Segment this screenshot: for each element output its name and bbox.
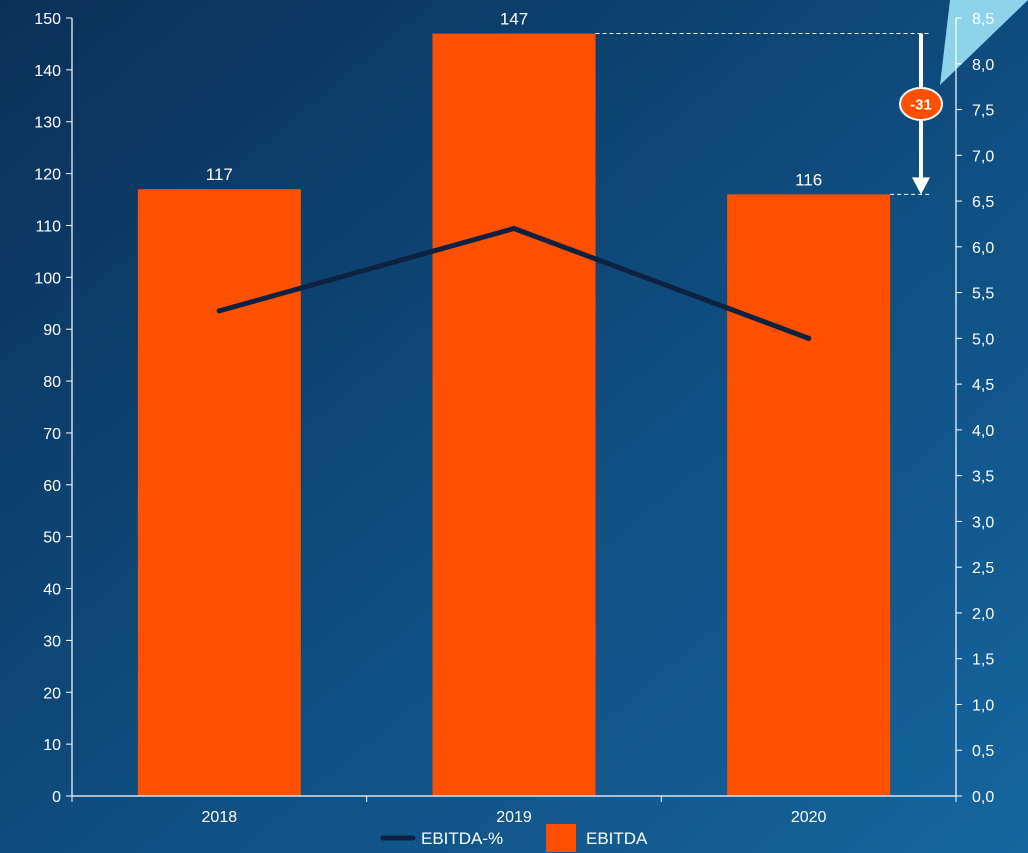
legend-bar-swatch <box>546 824 576 852</box>
right-tick-label: 0,5 <box>972 743 994 760</box>
right-tick-label: 8,5 <box>972 11 994 28</box>
line-point-2020 <box>806 335 812 341</box>
left-tick-label: 60 <box>43 478 61 495</box>
right-tick-label: 6,5 <box>972 194 994 211</box>
left-tick-label: 70 <box>43 426 61 443</box>
legend: EBITDA-% EBITDA <box>380 824 648 852</box>
x-tick-label: 2020 <box>791 809 827 826</box>
right-tick-label: 3,5 <box>972 469 994 486</box>
right-tick-label: 2,5 <box>972 560 994 577</box>
right-tick-label: 7,0 <box>972 148 994 165</box>
left-tick-label: 90 <box>43 322 61 339</box>
data-label-2020: 116 <box>795 170 822 189</box>
left-tick-label: 100 <box>34 270 61 287</box>
line-point-2019 <box>511 226 517 232</box>
left-tick-label: 110 <box>35 218 61 235</box>
right-tick-label: 5,0 <box>972 331 994 348</box>
left-tick-label: 130 <box>34 115 61 132</box>
left-tick-label: 40 <box>43 582 61 599</box>
right-tick-label: 1,0 <box>972 697 994 714</box>
data-label-2018: 117 <box>206 165 233 184</box>
left-tick-label: 0 <box>52 789 61 806</box>
bars-layer: 117 147 116 <box>137 10 891 797</box>
right-tick-label: 0,0 <box>972 789 994 806</box>
line-point-2018 <box>216 308 222 314</box>
line-layer <box>216 226 812 341</box>
right-tick-label: 2,0 <box>972 606 994 623</box>
left-tick-label: 120 <box>34 167 61 184</box>
right-tick-label: 7,5 <box>972 103 994 120</box>
left-tick-label: 30 <box>43 633 61 650</box>
right-tick-label: 5,5 <box>972 286 994 303</box>
right-tick-label: 8,0 <box>972 57 994 74</box>
left-tick-label: 50 <box>43 530 61 547</box>
x-tick-label: 2018 <box>202 809 238 826</box>
annotation-arrowhead <box>912 177 930 195</box>
legend-label-ebitda: EBITDA <box>586 829 648 848</box>
bar-2019 <box>432 33 596 797</box>
right-tick-label: 1,5 <box>972 652 994 669</box>
annotation-layer: -31 <box>595 33 943 195</box>
legend-label-ebitda-pct: EBITDA-% <box>421 829 503 848</box>
annotation-badge <box>899 86 943 121</box>
left-tick-label: 20 <box>43 685 61 702</box>
left-tick-label: 150 <box>34 11 61 28</box>
bar-2020 <box>727 194 891 796</box>
right-tick-label: 4,5 <box>972 377 994 394</box>
left-tick-label: 140 <box>34 63 61 80</box>
left-tick-label: 10 <box>43 737 61 754</box>
data-label-2019: 147 <box>500 10 528 29</box>
right-tick-label: 4,0 <box>972 423 994 440</box>
right-tick-label: 3,0 <box>972 514 994 531</box>
bar-2018 <box>137 189 301 796</box>
annotation-badge-label: -31 <box>910 96 932 113</box>
left-tick-label: 80 <box>43 374 61 391</box>
axes-layer: 0 10 20 30 40 50 60 70 80 90 100 110 120 130 140 150 0,0… <box>34 11 994 826</box>
x-tick-label: 2019 <box>496 809 532 826</box>
right-tick-label: 6,0 <box>972 240 994 257</box>
